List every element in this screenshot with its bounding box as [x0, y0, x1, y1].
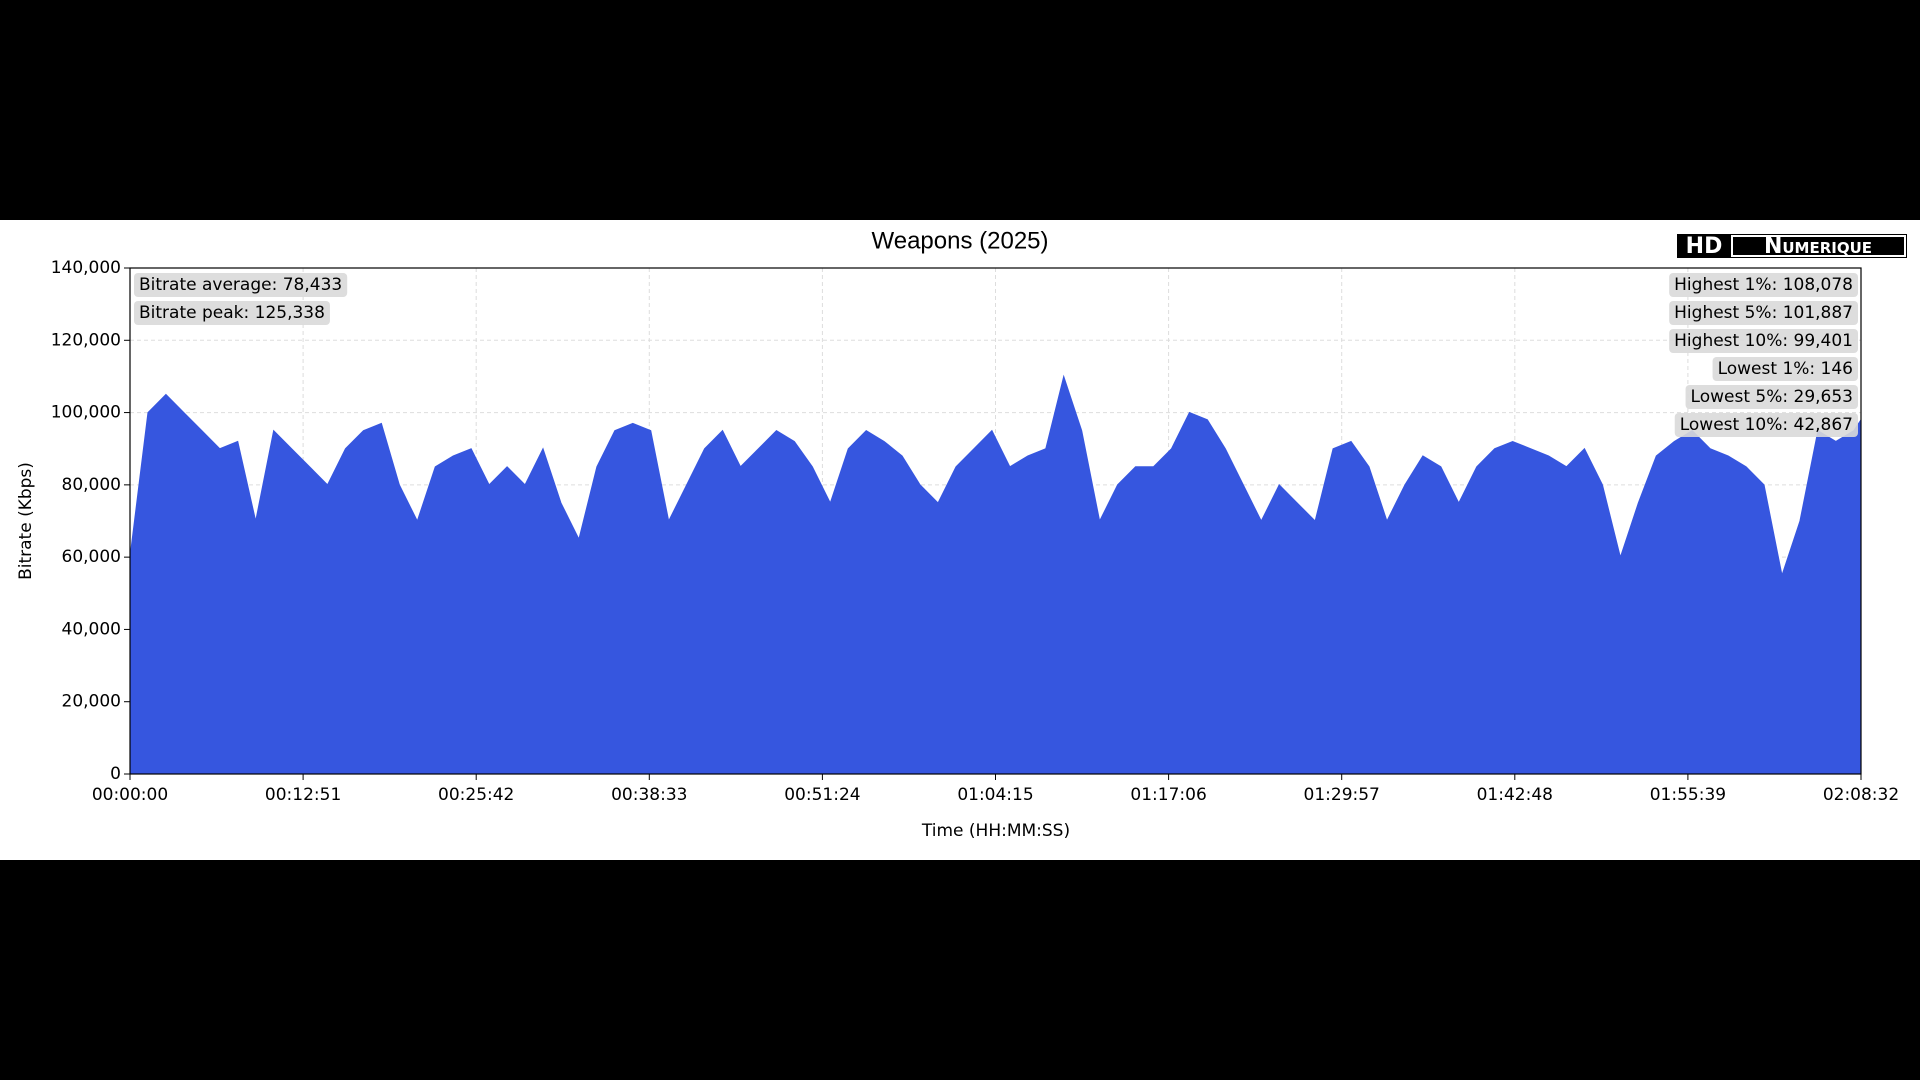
- annotation-box: [1712, 357, 1858, 381]
- x-tick-label: 00:12:51: [265, 785, 341, 805]
- y-axis-label: Bitrate (Kbps): [16, 462, 36, 580]
- y-tick-label: 80,000: [62, 475, 121, 495]
- annotation: Lowest 1%: 146: [1712, 357, 1858, 381]
- x-tick-label: 00:25:42: [438, 785, 514, 805]
- x-tick-label: 01:17:06: [1130, 785, 1206, 805]
- annotation: Bitrate average: 78,433: [134, 273, 348, 297]
- annotation-text: Highest 10%: 99,401: [1674, 331, 1853, 351]
- x-axis-label: Time (HH:MM:SS): [921, 821, 1070, 841]
- y-tick-label: 60,000: [62, 547, 121, 567]
- annotation: Lowest 5%: 29,653: [1685, 385, 1858, 409]
- annotation: Highest 10%: 99,401: [1669, 329, 1858, 353]
- y-tick-label: 140,000: [51, 258, 121, 278]
- x-tick-label: 01:42:48: [1477, 785, 1553, 805]
- logo-text: HD: [1686, 234, 1723, 259]
- logo-box-inner: [1731, 235, 1906, 257]
- logo-text: Numerique: [1764, 234, 1872, 259]
- annotation: Bitrate peak: 125,338: [134, 301, 330, 325]
- annotation-box: [134, 273, 348, 297]
- x-tick-label: 00:51:24: [784, 785, 860, 805]
- y-tick-label: 0: [110, 764, 121, 784]
- x-tick-label: 01:04:15: [957, 785, 1033, 805]
- annotation: Highest 5%: 101,887: [1669, 301, 1858, 325]
- x-tick-label: 01:55:39: [1650, 785, 1726, 805]
- area: [129, 374, 1862, 775]
- plot-frame: [129, 267, 1862, 775]
- annotation-box: [1669, 301, 1858, 325]
- x-tick-label: 02:08:32: [1823, 785, 1899, 805]
- annotation-box: [1669, 329, 1858, 353]
- chart-title: Weapons (2025): [872, 227, 1049, 254]
- y-tick-label: 20,000: [62, 692, 121, 712]
- annotation-box: [1669, 273, 1858, 297]
- annotation-text: Highest 5%: 101,887: [1674, 303, 1853, 323]
- annotation-text: Bitrate average: 78,433: [139, 275, 342, 295]
- x-tick-label: 01:29:57: [1304, 785, 1380, 805]
- x-tick-label: 00:00:00: [92, 785, 168, 805]
- y-tick-label: 100,000: [51, 403, 121, 423]
- annotation: Highest 1%: 108,078: [1669, 273, 1858, 297]
- annotation-box: [1685, 385, 1858, 409]
- logo: HD Numerique: [1677, 234, 1907, 259]
- y-tick-label: 40,000: [62, 619, 121, 639]
- annotation-text: Highest 1%: 108,078: [1674, 275, 1853, 295]
- annotation-text: Lowest 5%: 29,653: [1691, 387, 1853, 407]
- annotation-text: Lowest 10%: 42,867: [1680, 415, 1853, 435]
- annotation-text: Bitrate peak: 125,338: [139, 303, 325, 323]
- annotation-box: [134, 301, 330, 325]
- y-tick-label: 120,000: [51, 330, 121, 350]
- x-tick-label: 00:38:33: [611, 785, 687, 805]
- annotation-box: [1674, 413, 1858, 437]
- annotation: Lowest 10%: 42,867: [1674, 413, 1858, 437]
- annotation-text: Lowest 1%: 146: [1718, 359, 1853, 379]
